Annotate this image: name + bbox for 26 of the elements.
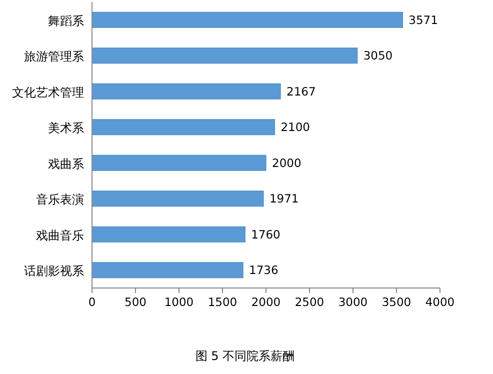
y-tick-label: 话剧影视系: [24, 264, 84, 278]
x-tick-label: 3500: [382, 295, 412, 309]
data-label: 1971: [269, 192, 299, 206]
x-tick-label: 1500: [208, 295, 238, 309]
data-label: 1736: [249, 263, 278, 278]
y-tick-label: 文化艺术管理: [12, 85, 84, 100]
x-tick-label: 4000: [425, 295, 455, 309]
data-label: 2167: [286, 84, 316, 98]
y-tick-label: 旅游管理系: [24, 50, 84, 64]
data-label: 2100: [280, 120, 310, 134]
data-label: 1760: [251, 227, 280, 242]
data-label: 3571: [408, 12, 438, 27]
y-tick-label: 戏曲系: [48, 156, 84, 171]
data-label: 2000: [272, 156, 302, 170]
x-tick-label: 1000: [164, 295, 194, 309]
y-tick-label: 舞蹈系: [48, 14, 84, 28]
x-tick-label: 3000: [338, 295, 368, 309]
x-tick-label: 0: [88, 295, 96, 309]
y-tick-label: 美术系: [48, 121, 84, 136]
caption: 图 5 不同院系薪酬: [195, 349, 295, 363]
x-tick-label: 500: [124, 295, 146, 309]
y-tick-label: 音乐表演: [36, 192, 84, 207]
x-tick-label: 2000: [251, 295, 281, 309]
y-tick-label: 戏曲音乐: [36, 228, 84, 242]
x-tick-label: 2500: [294, 295, 324, 309]
data-label: 3050: [363, 48, 393, 63]
